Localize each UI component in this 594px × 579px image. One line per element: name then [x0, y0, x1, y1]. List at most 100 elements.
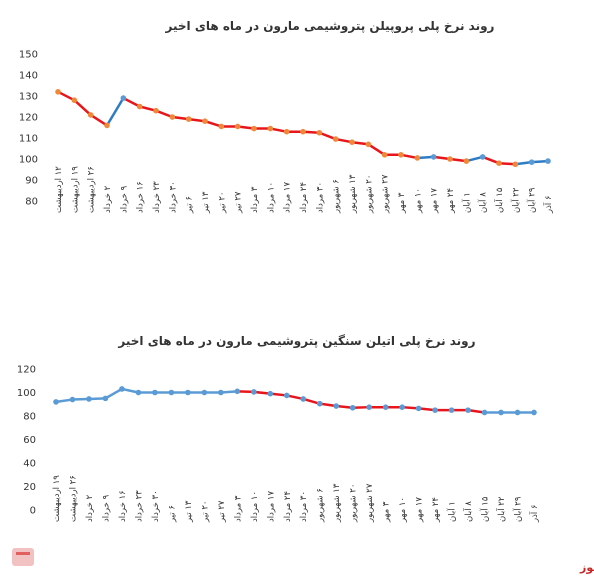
x-tick-label: ۲۹ آبان: [512, 496, 524, 522]
data-point: [399, 404, 405, 410]
data-point: [349, 404, 356, 411]
x-tick-label: ۱۵ آبان: [479, 496, 491, 522]
x-tick-label: ۲۰ شهریور: [364, 175, 374, 214]
y-tick-label: 80: [25, 197, 38, 208]
brand-label: بورس نیوز: [579, 561, 594, 574]
y-tick-label: 80: [23, 412, 36, 423]
data-point: [218, 123, 225, 130]
series-segment: [104, 387, 124, 400]
x-tick-label: ۲۲ آبان: [509, 187, 521, 213]
series-segment: [285, 394, 305, 401]
x-tick-label: ۶ آذر: [542, 195, 554, 214]
data-point: [218, 389, 224, 396]
x-tick-label: ۱۹ اردیبهشت: [52, 475, 62, 522]
data-point: [316, 400, 323, 407]
y-tick-label: 100: [19, 155, 38, 166]
data-point: [545, 158, 551, 164]
x-tick-label: ۳۰ مرداد: [299, 491, 309, 522]
chart2-title: روند نرخ پلی اتیلن سنگین پتروشیمی مارون …: [117, 334, 475, 349]
x-tick-label: ۲ خرداد: [103, 185, 113, 213]
data-point: [300, 396, 307, 402]
x-tick-label: ۱ آبان: [460, 192, 472, 213]
x-tick-label: ۱۶ خرداد: [118, 490, 128, 522]
series-segment: [89, 113, 109, 127]
x-tick-label: ۲۳ خرداد: [134, 490, 144, 522]
data-point: [69, 396, 76, 403]
series-segment: [56, 90, 76, 102]
data-point: [512, 161, 519, 168]
data-point: [267, 390, 274, 397]
data-point: [102, 395, 109, 402]
data-point: [234, 388, 241, 395]
x-tick-label: ۲۰ شهریور: [349, 484, 359, 523]
data-point: [432, 407, 438, 413]
x-tick-label: ۶ تیر: [167, 505, 177, 523]
x-tick-label: ۱۰ مهر: [398, 497, 408, 523]
data-point: [152, 389, 158, 396]
x-tick-label: ۱۳ شهریور: [332, 483, 342, 523]
series-segment: [105, 96, 125, 127]
series-segment: [481, 155, 501, 165]
data-point: [398, 152, 404, 158]
x-tick-label: ۲ خرداد: [85, 494, 95, 522]
series-segment: [154, 109, 174, 119]
x-tick-label: ۳ مهر: [397, 192, 407, 214]
data-point: [185, 389, 191, 396]
x-tick-label: ۲۳ خرداد: [152, 181, 162, 213]
data-point: [283, 392, 290, 399]
y-tick-label: 20: [23, 482, 36, 493]
data-point: [382, 404, 389, 410]
logo-stripe: [16, 552, 30, 555]
data-point: [55, 89, 61, 95]
x-tick-label: ۹ خرداد: [101, 494, 111, 522]
x-tick-label: ۲۴ مرداد: [299, 182, 309, 213]
chart1-polypropylene: 80 90 100 110 120 130 140 150 ۱۲ اردیبهشت ۱۹ اردی…: [19, 50, 554, 215]
series-segment: [203, 119, 223, 128]
data-point: [153, 107, 159, 114]
x-tick-label: ۸ آبان: [462, 501, 474, 522]
x-tick-label: ۲۶ اردیبهشت: [87, 166, 97, 213]
series-segment: [301, 397, 321, 405]
x-tick-label: ۳۰ خرداد: [151, 490, 161, 522]
data-point: [169, 114, 176, 120]
data-point: [202, 118, 208, 124]
x-tick-label: ۲۴ مرداد: [283, 491, 293, 522]
x-tick-label: ۶ تیر: [185, 196, 195, 214]
data-point: [514, 409, 521, 416]
data-point: [201, 389, 208, 396]
x-tick-label: ۲۹ آبان: [526, 187, 538, 213]
x-tick-label: ۱۳ شهریور: [348, 174, 358, 214]
data-point: [87, 112, 94, 118]
data-point: [430, 154, 437, 160]
x-tick-label: ۱۳ تیر: [201, 191, 211, 214]
x-tick-label: ۶ آذر: [528, 504, 540, 523]
data-point: [365, 141, 372, 148]
x-tick-label: ۲۷ تیر: [234, 191, 244, 214]
y-tick-label: 90: [25, 176, 38, 187]
x-tick-label: ۱۷ مهر: [430, 188, 440, 214]
data-point: [185, 116, 192, 122]
y-tick-label: 0: [30, 506, 36, 517]
data-point: [168, 389, 175, 396]
x-tick-label: ۳ مرداد: [233, 495, 243, 522]
x-tick-label: ۳ مرداد: [250, 186, 260, 213]
data-point: [332, 136, 339, 142]
data-point: [283, 128, 290, 135]
series-segment: [465, 155, 484, 163]
x-tick-label: ۱۰ مرداد: [250, 491, 260, 522]
x-tick-label: ۹ خرداد: [119, 185, 129, 213]
logo: [12, 548, 34, 566]
data-point: [135, 389, 142, 396]
data-point: [251, 125, 257, 132]
x-tick-label: ۳۰ مرداد: [315, 182, 325, 213]
x-tick-label: ۲۷ شهریور: [365, 483, 375, 523]
data-point: [366, 404, 372, 410]
series-segment: [138, 105, 158, 112]
data-point: [531, 409, 537, 416]
data-point: [234, 123, 241, 130]
data-point: [86, 396, 92, 402]
x-tick-label: ۲۶ اردیبهشت: [68, 475, 78, 522]
series-segment: [73, 98, 92, 117]
x-tick-label: ۳ مهر: [382, 501, 392, 523]
data-point: [381, 152, 388, 158]
